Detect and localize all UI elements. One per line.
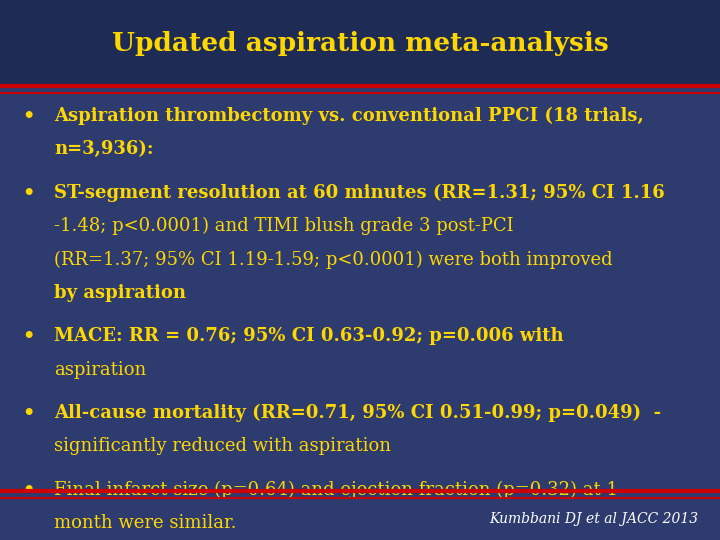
- Text: •: •: [22, 404, 35, 422]
- Text: Kumbbani DJ et al JACC 2013: Kumbbani DJ et al JACC 2013: [490, 512, 698, 526]
- Text: significantly reduced with aspiration: significantly reduced with aspiration: [54, 437, 391, 455]
- Text: All-cause mortality (RR=0.71, 95% CI 0.51-0.99; p=0.049)  -: All-cause mortality (RR=0.71, 95% CI 0.5…: [54, 404, 661, 422]
- Text: Aspiration thrombectomy vs. conventional PPCI (18 trials,: Aspiration thrombectomy vs. conventional…: [54, 107, 644, 125]
- Text: •: •: [22, 327, 35, 345]
- Text: aspiration: aspiration: [54, 361, 146, 379]
- Text: •: •: [22, 481, 35, 498]
- Text: ST-segment resolution at 60 minutes (RR=1.31; 95% CI 1.16: ST-segment resolution at 60 minutes (RR=…: [54, 184, 665, 202]
- Text: MACE: RR = 0.76; 95% CI 0.63-0.92; p=0.006 with: MACE: RR = 0.76; 95% CI 0.63-0.92; p=0.0…: [54, 327, 564, 345]
- Text: Updated aspiration meta-analysis: Updated aspiration meta-analysis: [112, 31, 608, 56]
- Text: n=3,936):: n=3,936):: [54, 140, 153, 158]
- Text: month were similar.: month were similar.: [54, 514, 236, 532]
- Text: (RR=1.37; 95% CI 1.19-1.59; p<0.0001) were both improved: (RR=1.37; 95% CI 1.19-1.59; p<0.0001) we…: [54, 251, 613, 269]
- Text: Final infarct size (p=0.64) and ejection fraction (p=0.32) at 1: Final infarct size (p=0.64) and ejection…: [54, 481, 618, 499]
- Bar: [0, 0, 720, 86]
- Text: •: •: [22, 107, 35, 125]
- Text: -1.48; p<0.0001) and TIMI blush grade 3 post-PCI: -1.48; p<0.0001) and TIMI blush grade 3 …: [54, 217, 513, 235]
- Text: by aspiration: by aspiration: [54, 284, 186, 302]
- Text: •: •: [22, 184, 35, 201]
